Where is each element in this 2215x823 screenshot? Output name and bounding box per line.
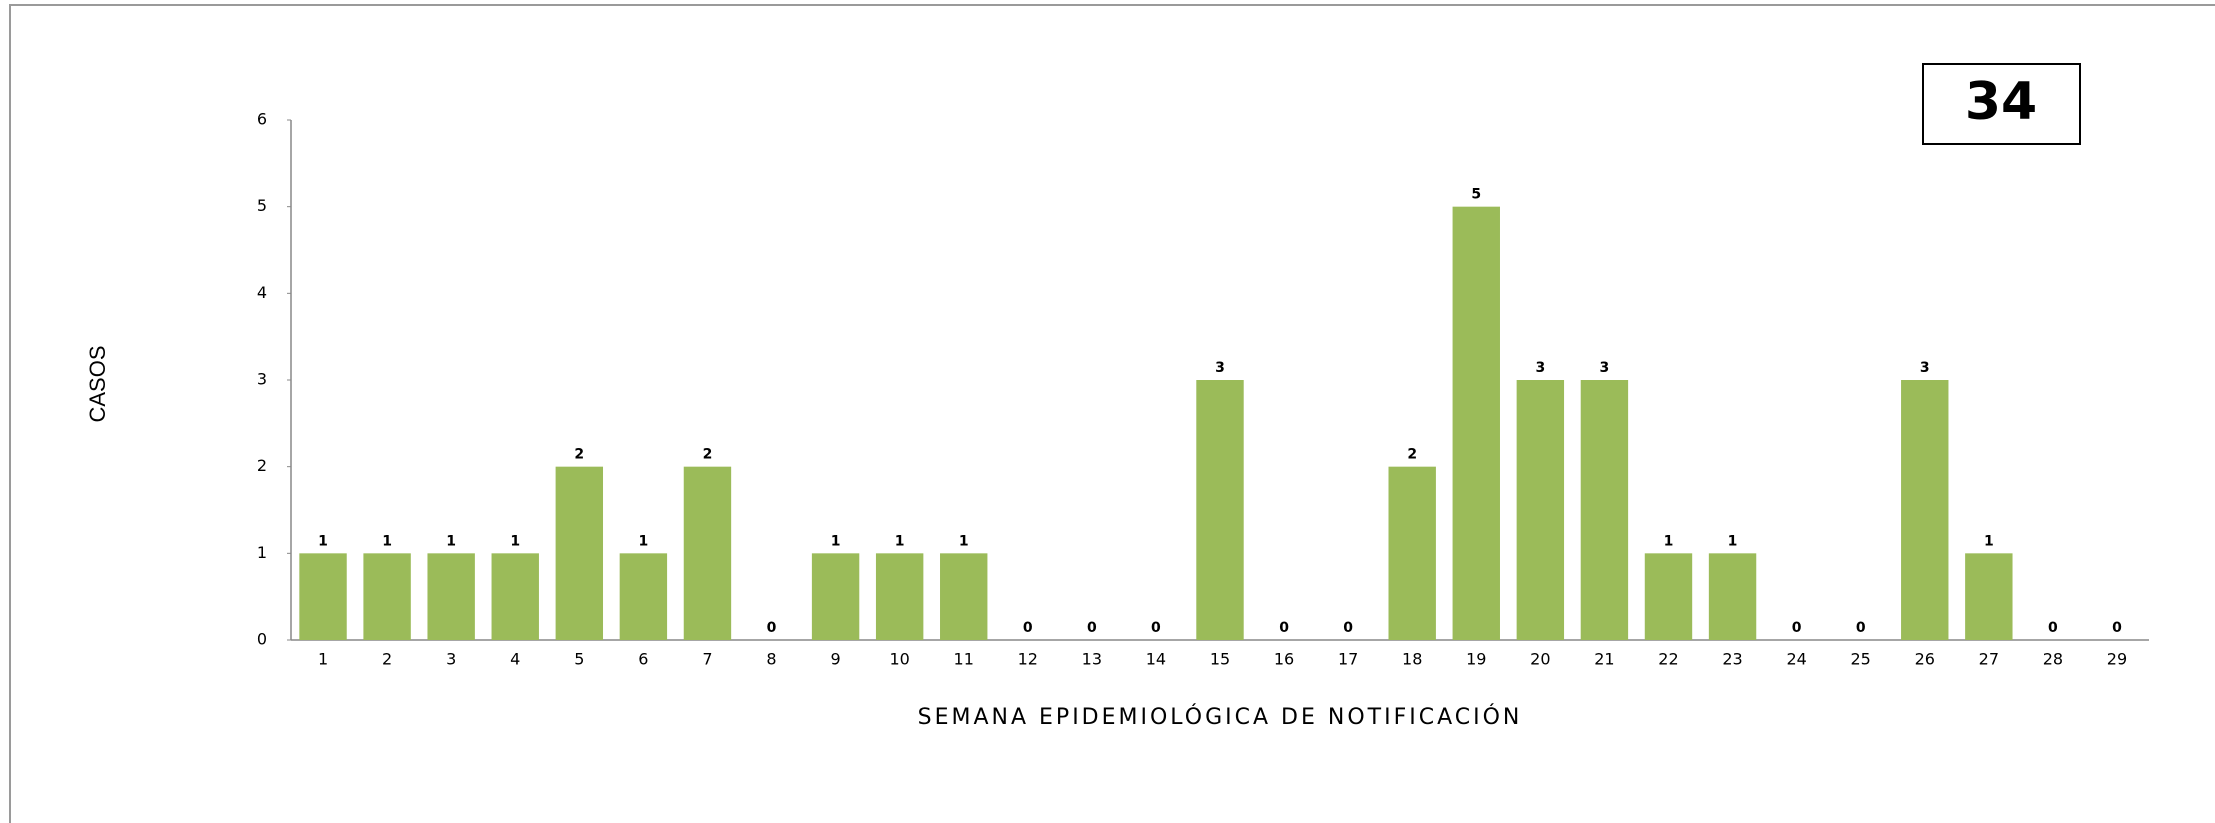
data-label: 2	[574, 447, 584, 463]
x-tick-label: 7	[702, 650, 712, 669]
data-label: 0	[2048, 620, 2058, 636]
x-tick-label: 14	[1146, 650, 1166, 669]
bar	[1708, 553, 1757, 640]
data-label: 3	[1535, 360, 1545, 376]
x-tick-label: 1	[318, 650, 328, 669]
x-tick-label: 23	[1722, 650, 1742, 669]
data-label: 0	[1343, 620, 1353, 636]
bar	[619, 553, 668, 640]
data-label: 2	[1407, 447, 1417, 463]
x-tick-label: 11	[954, 650, 974, 669]
bar	[363, 553, 411, 640]
data-label: 1	[1728, 533, 1738, 549]
data-label: 0	[1279, 620, 1289, 636]
data-label: 3	[1600, 360, 1610, 376]
y-tick-label: 4	[257, 283, 267, 302]
total-box	[1922, 63, 2081, 145]
x-tick-label: 16	[1274, 650, 1294, 669]
bar	[299, 553, 347, 640]
x-tick-label: 15	[1210, 650, 1230, 669]
data-label: 1	[318, 533, 328, 549]
x-tick-label: 2	[382, 650, 392, 669]
y-tick-label: 1	[257, 543, 267, 562]
x-tick-label: 4	[510, 650, 520, 669]
x-tick-label: 3	[446, 650, 456, 669]
x-tick-label: 18	[1402, 650, 1422, 669]
x-tick-label: 9	[830, 650, 840, 669]
x-tick-label: 5	[574, 650, 584, 669]
data-label: 1	[639, 533, 649, 549]
data-label: 1	[446, 533, 456, 549]
bar	[1580, 380, 1629, 640]
x-tick-label: 29	[2107, 650, 2127, 669]
bar	[1644, 553, 1693, 640]
y-tick-label: 3	[257, 370, 267, 389]
y-axis-label: CASOS	[85, 345, 110, 422]
y-tick-label: 5	[257, 196, 267, 215]
data-label: 2	[703, 447, 713, 463]
x-tick-label: 26	[1915, 650, 1935, 669]
bar	[427, 553, 475, 640]
x-tick-label: 13	[1082, 650, 1102, 669]
bar	[1965, 553, 2013, 640]
data-label: 1	[1664, 533, 1674, 549]
bar	[491, 553, 539, 640]
x-tick-label: 8	[766, 650, 776, 669]
bar	[1388, 466, 1436, 640]
data-label: 1	[831, 533, 841, 549]
x-tick-label: 17	[1338, 650, 1358, 669]
data-label: 1	[382, 533, 392, 549]
bar	[1196, 380, 1244, 640]
data-label: 3	[1215, 360, 1225, 376]
data-label: 1	[510, 533, 520, 549]
x-tick-label: 19	[1466, 650, 1486, 669]
x-tick-label: 6	[638, 650, 648, 669]
x-tick-label: 21	[1594, 650, 1614, 669]
data-label: 0	[1856, 620, 1866, 636]
data-label: 5	[1471, 187, 1481, 203]
y-tick-label: 0	[257, 630, 267, 649]
data-label: 0	[1792, 620, 1802, 636]
total-annotation: 34	[1965, 72, 2037, 132]
bar	[1901, 380, 1949, 640]
x-tick-label: 25	[1851, 650, 1871, 669]
data-label: 0	[1087, 620, 1097, 636]
bar	[1452, 206, 1500, 640]
data-label: 0	[767, 620, 777, 636]
data-label: 3	[1920, 360, 1930, 376]
page-frame	[9, 4, 2215, 823]
data-label: 0	[1023, 620, 1033, 636]
data-label: 1	[1984, 533, 1994, 549]
y-tick-label: 6	[257, 110, 267, 129]
bar	[555, 466, 604, 640]
data-label: 1	[959, 533, 969, 549]
x-tick-label: 22	[1658, 650, 1678, 669]
x-tick-label: 28	[2043, 650, 2063, 669]
y-tick-label: 2	[257, 456, 267, 475]
bar	[811, 553, 860, 640]
data-label: 0	[2112, 620, 2122, 636]
x-tick-label: 12	[1018, 650, 1038, 669]
x-tick-label: 10	[889, 650, 909, 669]
bar	[940, 553, 988, 640]
bar	[875, 553, 924, 640]
data-label: 1	[895, 533, 905, 549]
x-tick-label: 24	[1786, 650, 1806, 669]
x-tick-label: 20	[1530, 650, 1550, 669]
x-axis-label: SEMANA EPIDEMIOLÓGICA DE NOTIFICACIÓN	[918, 704, 1523, 730]
x-tick-label: 27	[1979, 650, 1999, 669]
bar	[1516, 380, 1565, 640]
data-label: 0	[1151, 620, 1161, 636]
bar	[683, 466, 732, 640]
